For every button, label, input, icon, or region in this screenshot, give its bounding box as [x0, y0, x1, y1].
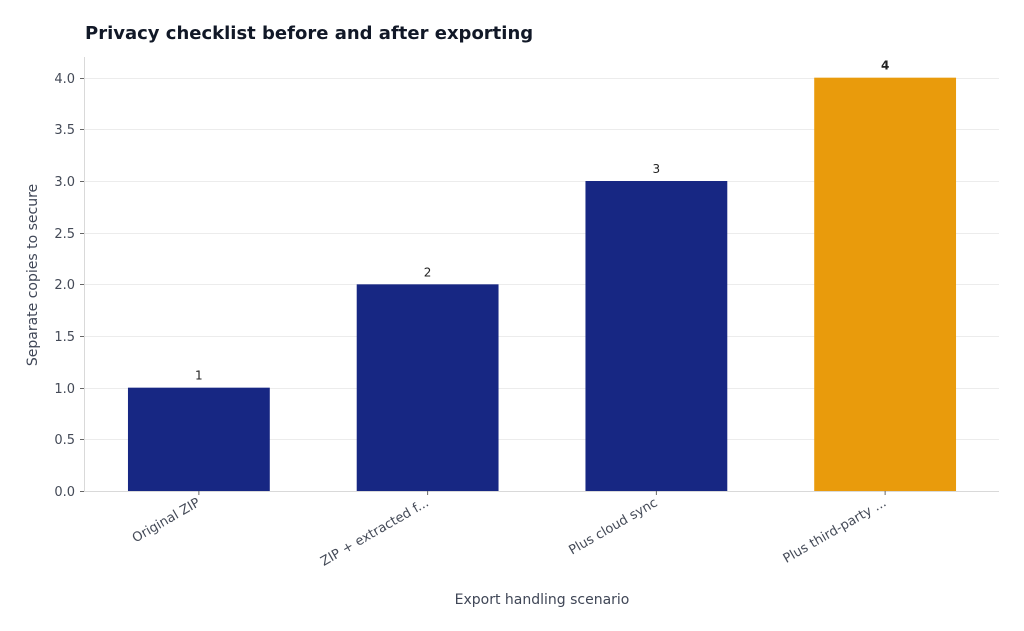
x-tick-label: ZIP + extracted f...	[318, 495, 431, 569]
x-tick-label: Plus cloud sync	[566, 495, 660, 558]
bar-labels: 1 2 3 4	[195, 59, 889, 383]
x-axis-label: Export handling scenario	[455, 592, 630, 608]
bar	[585, 181, 728, 491]
bar-data-label: 1	[195, 369, 203, 383]
bar-data-label: 3	[653, 162, 661, 176]
axes	[84, 57, 999, 492]
bar-data-label: 2	[424, 265, 432, 279]
y-tick-label: 0.5	[54, 433, 75, 448]
x-tick-label: Original ZIP	[130, 495, 203, 546]
bar	[127, 387, 270, 491]
y-tick-label: 1.5	[54, 330, 75, 345]
y-tick-label: 2.5	[54, 227, 75, 242]
x-ticks: Original ZIP ZIP + extracted f... Plus clo…	[130, 491, 889, 570]
chart-title: Privacy checklist before and after expor…	[85, 23, 533, 44]
y-tick-label: 3.0	[54, 175, 75, 190]
bar	[356, 284, 499, 491]
y-ticks: 0.0 0.5 1.0 1.5 2.0 2.5 3.0 3.5 4.0	[54, 72, 84, 500]
bar-data-label: 4	[881, 59, 889, 73]
y-tick-label: 4.0	[54, 72, 75, 87]
y-tick-label: 3.5	[54, 123, 75, 138]
y-axis-label: Separate copies to secure	[25, 184, 41, 366]
x-tick-label: Plus third-party ...	[781, 495, 889, 566]
y-tick-label: 1.0	[54, 382, 75, 397]
bars	[127, 77, 957, 492]
y-tick-label: 0.0	[54, 485, 75, 500]
bar	[814, 77, 957, 492]
y-tick-label: 2.0	[54, 278, 75, 293]
